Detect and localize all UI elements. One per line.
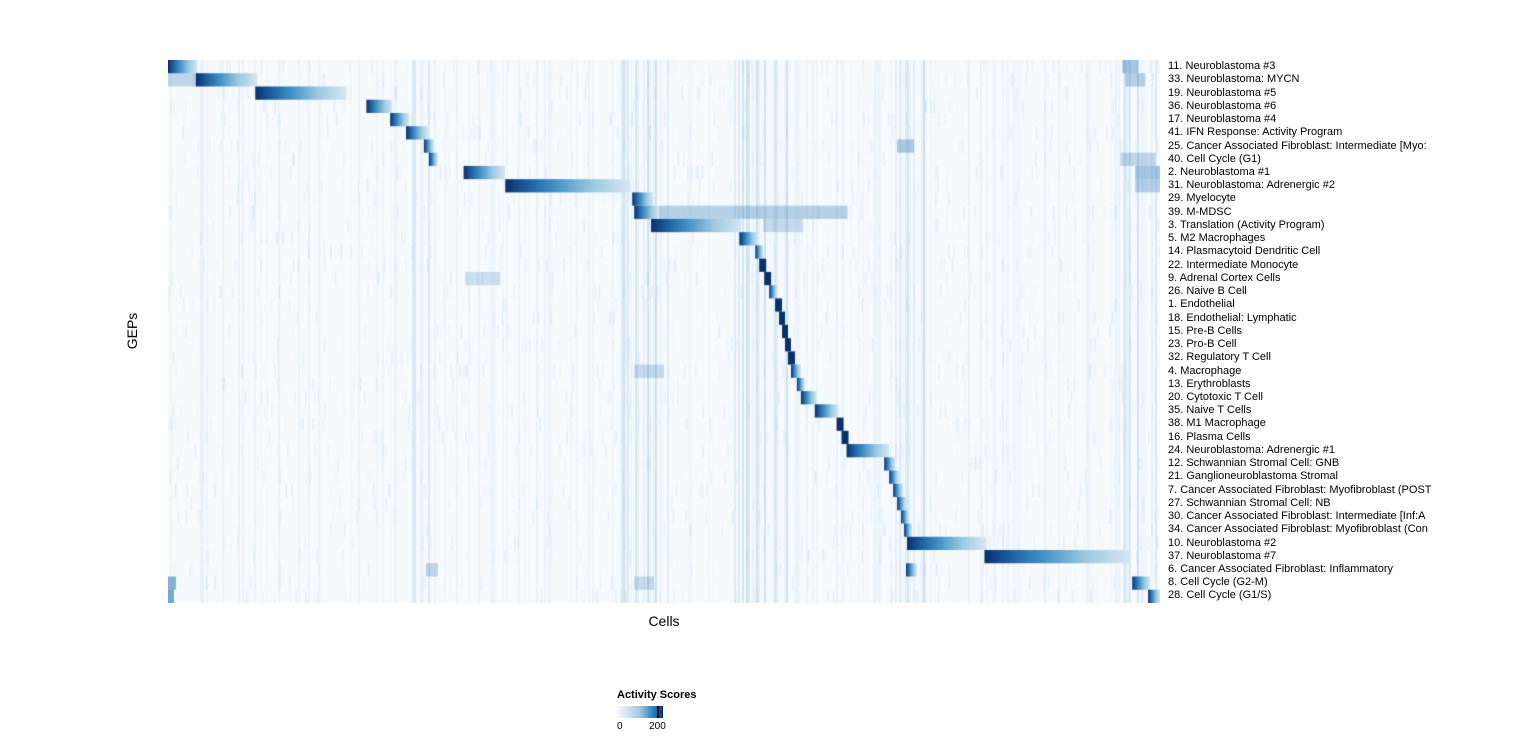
row-label: 18. Endothelial: Lymphatic: [1168, 311, 1297, 324]
legend-tick-label-min: 0: [617, 721, 623, 732]
row-label: 11. Neuroblastoma #3: [1168, 60, 1276, 73]
row-label: 41. IFN Response: Activity Program: [1168, 126, 1343, 139]
row-label: 14. Plasmacytoid Dendritic Cell: [1168, 245, 1321, 258]
row-label: 40. Cell Cycle (G1): [1168, 152, 1261, 165]
row-label: 39. M-MDSC: [1168, 205, 1232, 218]
row-label: 32. Regulatory T Cell: [1168, 351, 1271, 364]
row-label: 37. Neuroblastoma #7: [1168, 549, 1277, 562]
row-label: 19. Neuroblastoma #5: [1168, 86, 1277, 99]
row-label: 21. Ganglioneuroblastoma Stromal: [1168, 470, 1338, 483]
row-labels: 11. Neuroblastoma #3 33. Neuroblastoma: M…: [1168, 60, 1540, 603]
row-label: 38. M1 Macrophage: [1168, 417, 1266, 430]
legend-tick-labels: 0 200: [617, 721, 666, 734]
row-label: 2. Neuroblastoma #1: [1168, 165, 1271, 178]
row-label: 20. Cytotoxic T Cell: [1168, 390, 1263, 403]
row-label: 16. Plasma Cells: [1168, 430, 1251, 443]
row-label: 29. Myelocyte: [1168, 192, 1236, 205]
row-label: 5. M2 Macrophages: [1168, 232, 1266, 245]
y-axis-label: GEPs: [124, 312, 140, 350]
row-label: 35. Naive T Cells: [1168, 404, 1252, 417]
legend-tick-label-max: 200: [649, 721, 666, 732]
row-label: 24. Neuroblastoma: Adrenergic #1: [1168, 443, 1335, 456]
row-label: 13. Erythroblasts: [1168, 377, 1251, 390]
row-label: 30. Cancer Associated Fibroblast: Interm…: [1168, 510, 1426, 523]
heatmap-canvas: [168, 60, 1160, 603]
row-label: 17. Neuroblastoma #4: [1168, 113, 1277, 126]
row-label: 26. Naive B Cell: [1168, 285, 1247, 298]
legend-gradient-bar: [617, 706, 663, 718]
row-label: 23. Pro-B Cell: [1168, 338, 1237, 351]
legend-tick-mark: [657, 706, 660, 718]
activity-scores-legend: Activity Scores 0 200: [617, 689, 777, 734]
x-axis-label: Cells: [648, 613, 680, 629]
row-label: 1. Endothelial: [1168, 298, 1235, 311]
row-label: 36. Neuroblastoma #6: [1168, 99, 1277, 112]
row-label: 15. Pre-B Cells: [1168, 324, 1242, 337]
row-label: 34. Cancer Associated Fibroblast: Myofib…: [1168, 523, 1428, 536]
row-label: 31. Neuroblastoma: Adrenergic #2: [1168, 179, 1335, 192]
legend-title: Activity Scores: [617, 689, 697, 701]
row-label: 33. Neuroblastoma: MYCN: [1168, 73, 1300, 86]
row-label: 10. Neuroblastoma #2: [1168, 536, 1277, 549]
row-label: 4. Macrophage: [1168, 364, 1242, 377]
row-label: 6. Cancer Associated Fibroblast: Inflamm…: [1168, 563, 1393, 576]
row-label: 7. Cancer Associated Fibroblast: Myofibr…: [1168, 483, 1432, 496]
row-label: 3. Translation (Activity Program): [1168, 218, 1325, 231]
row-label: 12. Schwannian Stromal Cell: GNB: [1168, 457, 1340, 470]
row-label: 9. Adrenal Cortex Cells: [1168, 271, 1281, 284]
row-label: 8. Cell Cycle (G2-M): [1168, 576, 1268, 589]
row-label: 22. Intermediate Monocyte: [1168, 258, 1299, 271]
row-label: 28. Cell Cycle (G1/S): [1168, 589, 1272, 602]
row-label: 25. Cancer Associated Fibroblast: Interm…: [1168, 139, 1427, 152]
row-label: 27. Schwannian Stromal Cell: NB: [1168, 496, 1331, 509]
